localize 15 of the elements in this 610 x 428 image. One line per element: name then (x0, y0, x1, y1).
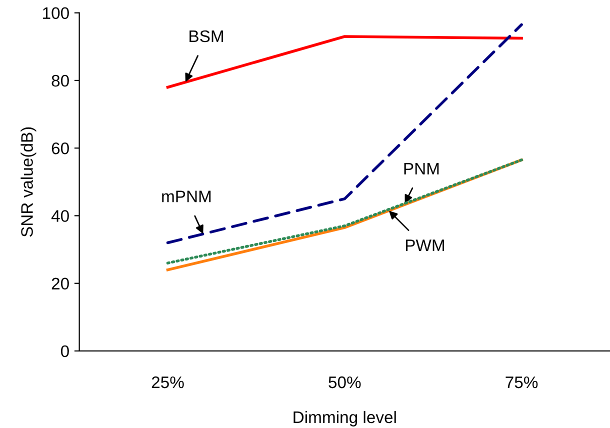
x-axis-title: Dimming level (294, 410, 396, 426)
y-axis-title: SNR value(dB) (20, 127, 36, 237)
y-tick-label: 100 (43, 7, 69, 20)
y-tick-label: 80 (52, 74, 69, 87)
y-tick-label: 20 (52, 278, 69, 290)
y-tick-label: 0 (60, 345, 69, 358)
x-tick-label: 50% (328, 376, 361, 388)
y-tick-label: 60 (52, 142, 69, 154)
series-label: PNM (404, 162, 439, 174)
x-tick-label: 25% (152, 376, 184, 388)
x-tick-label: 75% (506, 376, 538, 388)
series-label: mPNM (162, 190, 211, 202)
y-tick-label: 40 (51, 210, 69, 222)
series-label: PWM (406, 240, 444, 252)
series-label: BSM (190, 30, 223, 42)
